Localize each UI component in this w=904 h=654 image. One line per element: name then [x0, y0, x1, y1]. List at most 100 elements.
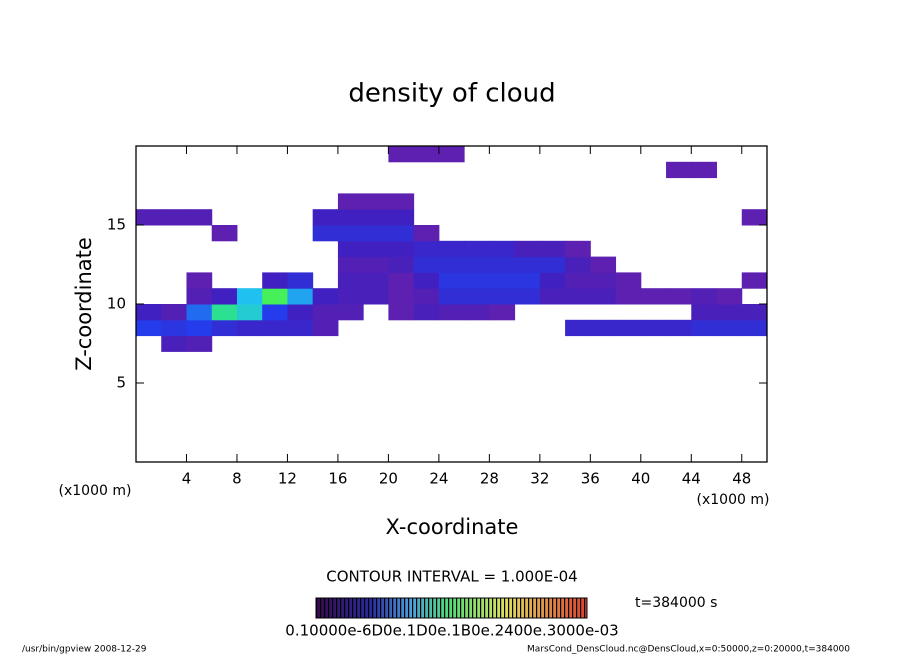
density-cell — [312, 304, 339, 321]
density-cell — [312, 225, 339, 242]
density-cell — [565, 319, 591, 337]
footer-left: /usr/bin/gpview 2008-12-29 — [22, 645, 147, 654]
density-cell — [312, 209, 339, 226]
density-cell — [186, 209, 213, 226]
x-tick-label: 16 — [328, 470, 347, 488]
density-cell — [186, 319, 213, 337]
contour-interval: CONTOUR INTERVAL = 1.000E-04 — [326, 568, 577, 586]
density-cell — [539, 272, 566, 289]
footer-right: MarsCond_DensCloud.nc@DensCloud,x=0:5000… — [527, 645, 850, 654]
density-cell — [337, 304, 364, 321]
density-cell — [161, 304, 187, 321]
x-tick-label: 48 — [732, 470, 751, 488]
density-cell — [666, 319, 692, 337]
density-cell — [363, 209, 389, 226]
density-cell — [464, 272, 490, 289]
x-tick-label: 24 — [429, 470, 448, 488]
density-cell — [161, 319, 187, 337]
x-tick-label: 12 — [278, 470, 297, 488]
density-cell — [464, 256, 490, 273]
y-axis-label: Z-coordinate — [72, 237, 96, 371]
density-cell — [388, 304, 415, 321]
density-cell — [388, 225, 415, 242]
density-cell — [287, 304, 314, 321]
density-cell — [489, 272, 516, 289]
density-cell — [741, 319, 768, 337]
density-cell — [413, 288, 440, 305]
density-cell — [464, 304, 490, 321]
density-cell — [161, 335, 187, 352]
density-cell — [464, 288, 490, 305]
density-cell — [615, 288, 642, 305]
x-axis-label: X-coordinate — [386, 515, 519, 539]
density-cell — [337, 272, 364, 289]
density-cell — [413, 146, 440, 163]
density-cell — [388, 209, 415, 226]
density-cell — [489, 240, 516, 258]
density-cell — [691, 288, 718, 305]
density-cell — [539, 288, 566, 305]
density-cell — [691, 304, 718, 321]
density-cell — [438, 304, 465, 321]
density-cell — [363, 272, 389, 289]
density-cell — [413, 225, 440, 242]
density-cell — [388, 193, 415, 210]
density-cell — [590, 288, 617, 305]
x-tick-label: 20 — [379, 470, 398, 488]
density-cell — [741, 304, 768, 321]
density-cell — [413, 272, 440, 289]
density-cell — [363, 256, 389, 273]
colorbar-labels: 0.10000e-6D0e.1D0e.1B0e.2400e.3000e-03 — [285, 622, 618, 640]
y-tick-label: 5 — [116, 374, 126, 392]
x-tick-label: 28 — [480, 470, 499, 488]
density-cell — [211, 288, 238, 305]
x-unit-left: (x1000 m) — [59, 483, 132, 499]
density-cell — [337, 225, 364, 242]
x-tick-label: 40 — [631, 470, 650, 488]
density-cell — [337, 256, 364, 273]
density-cell — [741, 209, 768, 226]
y-tick-label: 15 — [107, 216, 126, 234]
density-cell — [640, 319, 667, 337]
x-tick-label: 36 — [581, 470, 600, 488]
density-cell — [262, 288, 288, 305]
density-cell — [716, 319, 743, 337]
density-cell — [161, 209, 187, 226]
density-cell — [186, 288, 213, 305]
density-cell — [514, 272, 541, 289]
density-cell — [287, 319, 314, 337]
density-cell — [691, 161, 718, 179]
density-cell — [388, 256, 415, 273]
density-cell — [438, 272, 465, 289]
density-cell — [236, 319, 263, 337]
density-cell — [186, 304, 213, 321]
density-cell — [388, 272, 415, 289]
x-unit-right: (x1000 m) — [697, 492, 770, 508]
density-cell — [489, 256, 516, 273]
density-cell — [211, 319, 238, 337]
density-cell — [262, 319, 288, 337]
density-cell — [514, 256, 541, 273]
density-cell — [236, 304, 263, 321]
density-cell — [136, 304, 162, 321]
density-cell — [640, 288, 667, 305]
x-tick-label: 4 — [182, 470, 192, 488]
density-cell — [388, 240, 415, 258]
density-cell — [691, 319, 718, 337]
density-cell — [337, 288, 364, 305]
density-cell — [337, 193, 364, 210]
x-tick-label: 8 — [232, 470, 242, 488]
density-cell — [438, 288, 465, 305]
y-tick-label: 10 — [107, 295, 126, 313]
density-cell — [565, 256, 591, 273]
density-cell — [615, 319, 642, 337]
density-cell — [136, 209, 162, 226]
density-cell — [388, 288, 415, 305]
density-cell — [565, 240, 591, 258]
x-tick-label: 32 — [530, 470, 549, 488]
density-cell — [312, 288, 339, 305]
density-cell — [666, 161, 692, 179]
density-cell — [539, 256, 566, 273]
density-cell — [337, 240, 364, 258]
